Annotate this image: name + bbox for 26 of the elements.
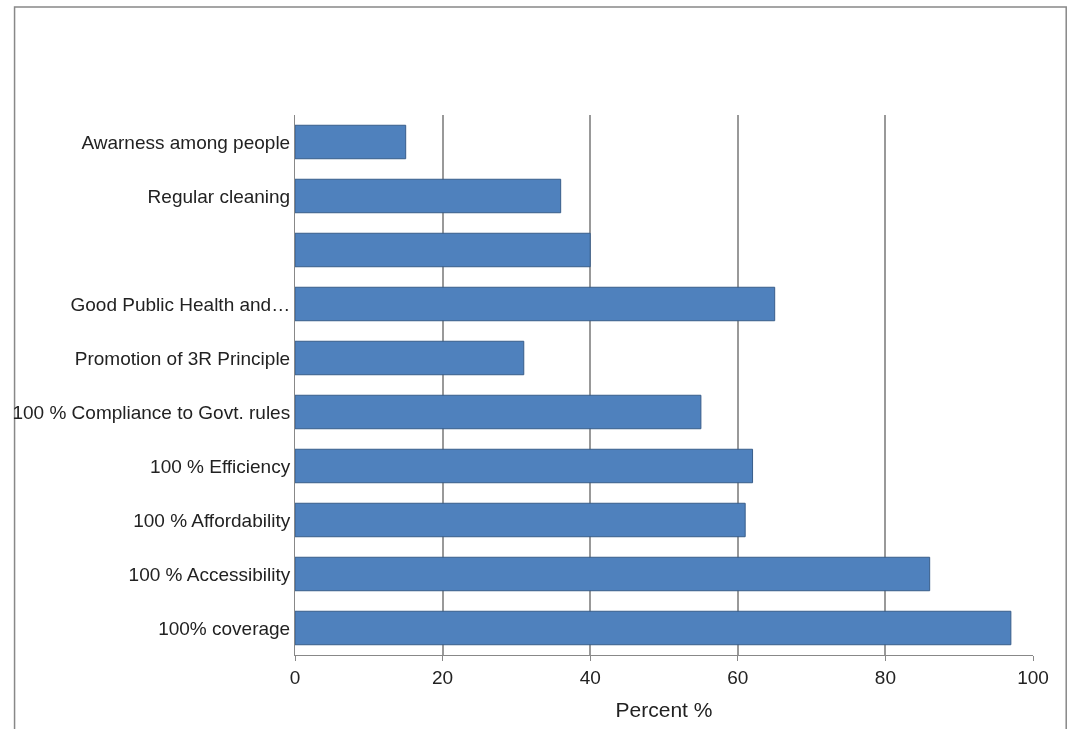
- y-tick-label: 100 % Accessibility: [128, 563, 291, 585]
- x-tick-label: 0: [289, 666, 301, 688]
- y-tick-label: Promotion of 3R Principle: [74, 347, 291, 369]
- y-tick-label: Good Public Health and…: [70, 293, 291, 315]
- y-tick-label: 100% coverage: [158, 617, 291, 639]
- y-tick-label: Regular cleaning: [147, 185, 291, 207]
- bar: [295, 394, 702, 430]
- y-tick-label: Awarness among people: [81, 131, 291, 153]
- x-tick-label: 40: [579, 666, 601, 688]
- bar: [295, 448, 754, 484]
- bar: [295, 556, 931, 592]
- x-axis-title: Percent %: [615, 698, 713, 721]
- bar: [295, 232, 591, 268]
- y-tick-label: 100 % Affordability: [133, 509, 291, 531]
- bar: [295, 610, 1012, 646]
- bar: [295, 124, 407, 160]
- bar: [295, 340, 525, 376]
- bar: [295, 286, 776, 322]
- x-tick-label: 80: [874, 666, 896, 688]
- x-tick-label: 60: [727, 666, 749, 688]
- bar: [295, 502, 746, 538]
- y-tick-label: 100 % Efficiency: [150, 455, 291, 477]
- x-tick-label: 20: [432, 666, 454, 688]
- x-tick-label: 100: [1017, 666, 1049, 688]
- y-tick-label: 100 % Compliance to Govt. rules: [12, 401, 291, 423]
- bar: [295, 178, 562, 214]
